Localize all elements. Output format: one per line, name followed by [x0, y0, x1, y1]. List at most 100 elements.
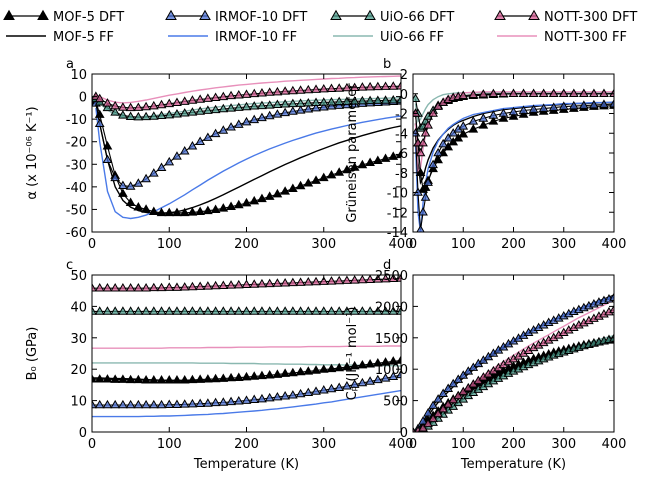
data-point: [334, 167, 345, 176]
data-point: [179, 207, 190, 217]
data-point: [272, 278, 283, 287]
data-point: [249, 195, 260, 205]
series-uio66-ff: [92, 362, 401, 367]
data-point: [418, 207, 428, 216]
data-point: [334, 362, 345, 372]
series-uio66-dft: [92, 306, 401, 315]
legend-entry-uio66-dft: UiO-66 DFT: [330, 9, 454, 25]
y-tick-label: 2500: [375, 269, 408, 284]
data-point: [272, 188, 283, 198]
data-point: [295, 98, 306, 107]
data-point: [548, 102, 559, 111]
data-point: [141, 204, 151, 213]
data-point: [156, 399, 167, 409]
data-point: [498, 113, 509, 122]
data-point: [164, 156, 175, 166]
x-tick-label: 100: [157, 437, 182, 452]
data-point: [365, 358, 375, 368]
data-point: [318, 172, 329, 182]
data-point: [210, 397, 221, 407]
x-tick-label: 100: [451, 437, 476, 452]
data-point: [203, 374, 213, 383]
data-point: [94, 93, 105, 103]
data-point: [458, 90, 469, 100]
data-point: [568, 100, 579, 110]
y-tick-label: 50: [70, 269, 87, 284]
data-point: [303, 277, 314, 286]
data-point: [438, 388, 449, 397]
data-point: [458, 121, 469, 130]
data-point: [94, 306, 105, 315]
x-tick-label: 200: [234, 237, 259, 252]
data-point: [125, 111, 136, 120]
data-point: [295, 105, 306, 114]
data-point: [257, 88, 267, 97]
panel-b: 0 100 200 300 400-14-12-10-8-6-4-202bGrüneis…: [345, 57, 626, 252]
series-irmof10-dft: [413, 98, 614, 232]
y-tick-label: 10: [70, 68, 87, 83]
legend-marker: [364, 9, 376, 20]
series-line: [414, 93, 614, 154]
data-point: [272, 109, 283, 118]
data-point: [195, 136, 206, 145]
data-point: [233, 306, 244, 315]
data-point: [488, 116, 499, 125]
data-point: [334, 275, 345, 285]
data-point: [226, 122, 236, 131]
data-point: [433, 147, 443, 157]
legend-marker: [528, 9, 540, 20]
data-point: [334, 83, 345, 92]
data-point: [156, 162, 167, 171]
plot-area-d: [413, 292, 614, 432]
series-line: [413, 338, 614, 432]
data-point: [233, 102, 244, 111]
data-point: [148, 100, 159, 110]
data-point: [94, 399, 105, 409]
data-point: [195, 94, 206, 103]
data-point: [179, 108, 190, 117]
data-point: [488, 88, 499, 98]
data-point: [357, 359, 368, 369]
data-point: [172, 399, 182, 408]
data-point: [156, 306, 167, 315]
data-point: [94, 283, 105, 292]
data-point: [303, 366, 314, 375]
data-point: [233, 90, 244, 99]
data-point: [118, 180, 128, 190]
x-axis-label: Temperature (K): [460, 457, 566, 472]
data-point: [438, 138, 449, 148]
series-line: [414, 101, 614, 232]
data-point: [233, 119, 244, 128]
data-point: [118, 283, 128, 292]
data-point: [365, 306, 375, 315]
data-point: [203, 306, 213, 315]
data-point: [468, 89, 479, 99]
data-point: [210, 104, 221, 114]
y-tick-label: -8: [395, 167, 408, 182]
data-point: [423, 418, 433, 428]
data-point: [257, 278, 267, 288]
data-point: [272, 99, 283, 108]
data-point: [388, 95, 399, 104]
data-point: [272, 86, 283, 96]
data-point: [280, 86, 290, 95]
data-point: [311, 175, 321, 184]
data-point: [349, 360, 360, 370]
data-point: [388, 356, 399, 365]
data-point: [195, 106, 206, 115]
data-point: [303, 306, 314, 315]
data-point: [257, 370, 267, 380]
legend-marker: [165, 9, 177, 20]
data-point: [428, 108, 438, 117]
data-point: [102, 141, 113, 150]
data-point: [388, 81, 399, 90]
data-point: [241, 101, 252, 111]
data-point: [342, 275, 352, 284]
data-point: [102, 283, 113, 292]
data-point: [303, 104, 314, 113]
data-point: [148, 306, 159, 315]
y-tick-label: 40: [70, 300, 87, 315]
data-point: [453, 374, 464, 383]
